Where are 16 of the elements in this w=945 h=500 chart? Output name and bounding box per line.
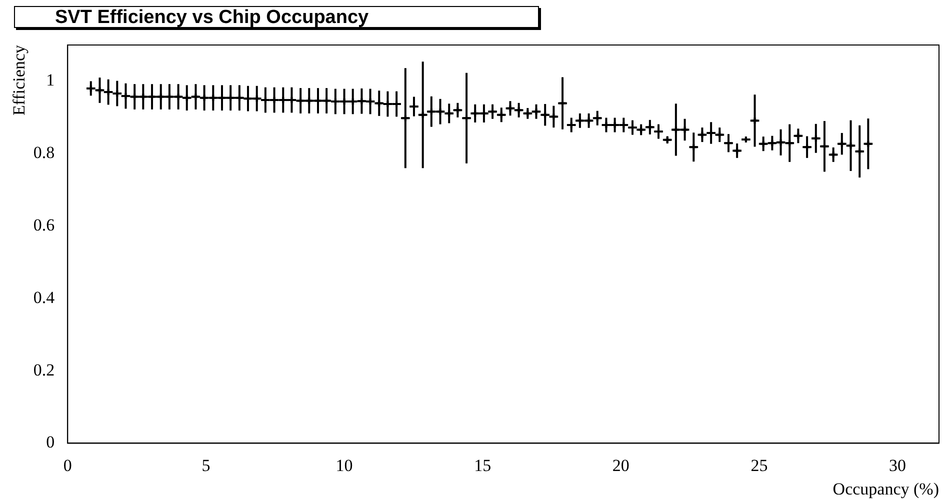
- y-tick-label: 0.8: [33, 143, 55, 162]
- x-axis-title: Occupancy (%): [832, 479, 939, 498]
- x-tick-label: 30: [889, 456, 906, 475]
- x-tick-label: 0: [63, 456, 72, 475]
- y-tick-label: 0.4: [33, 288, 56, 307]
- x-tick-label: 10: [336, 456, 353, 475]
- y-axis-title: Efficiency: [10, 44, 29, 116]
- y-tick-label: 1: [46, 70, 55, 90]
- chart-title: SVT Efficiency vs Chip Occupancy: [14, 6, 539, 28]
- x-tick-label: 25: [750, 456, 768, 475]
- x-tick-label: 5: [202, 456, 210, 475]
- y-tick-label: 0.2: [33, 360, 55, 380]
- y-tick-label: 0: [46, 432, 55, 452]
- x-tick-label: 20: [612, 456, 630, 475]
- x-tick-label: 15: [474, 456, 492, 475]
- y-tick-label: 0.6: [33, 215, 55, 234]
